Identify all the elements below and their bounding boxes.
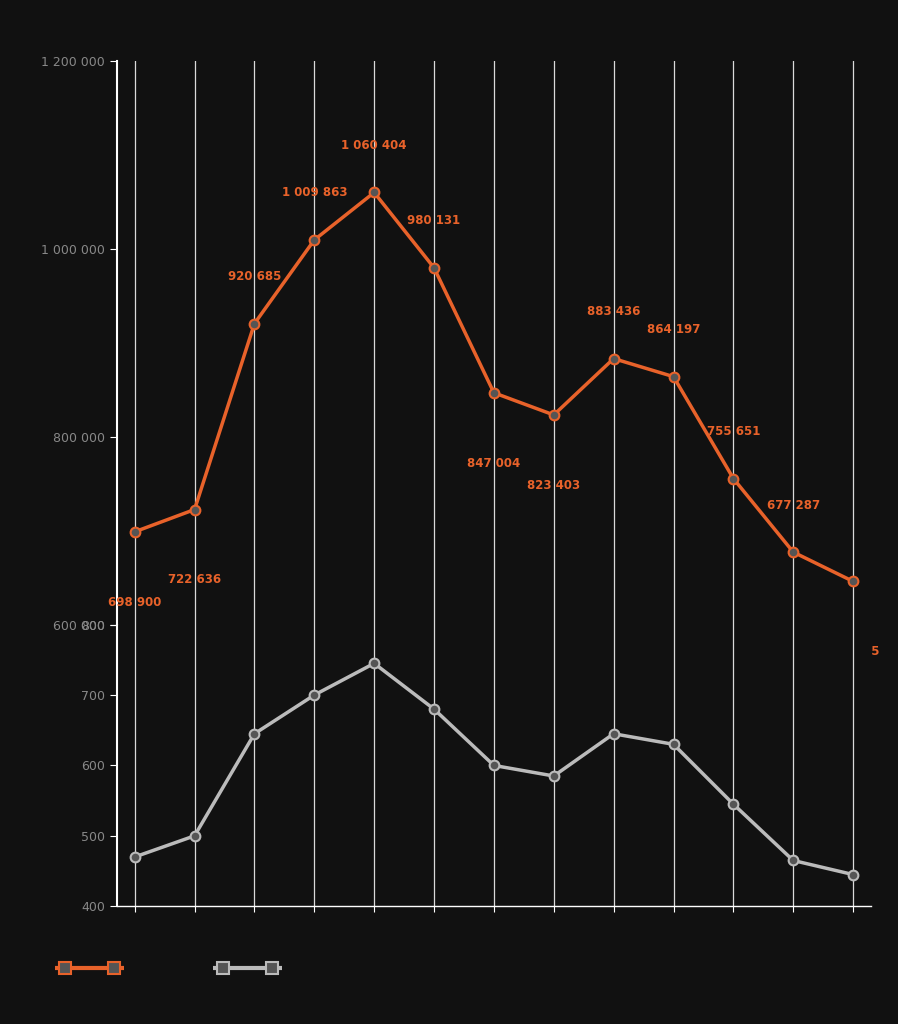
Text: 646 085: 646 085 (826, 645, 880, 658)
Text: 1 009 863: 1 009 863 (282, 186, 347, 200)
Text: 920 685: 920 685 (228, 270, 281, 284)
Text: 980 131: 980 131 (408, 214, 461, 227)
Text: 677 287: 677 287 (767, 499, 820, 512)
Text: 823 403: 823 403 (527, 479, 580, 492)
Text: 883 436: 883 436 (587, 305, 640, 318)
Text: 864 197: 864 197 (647, 324, 700, 336)
Text: 698 900: 698 900 (108, 596, 162, 608)
Text: 1 060 404: 1 060 404 (341, 139, 407, 152)
Text: 755 651: 755 651 (707, 425, 760, 438)
Text: 722 636: 722 636 (168, 573, 221, 587)
Text: 847 004: 847 004 (467, 457, 521, 470)
